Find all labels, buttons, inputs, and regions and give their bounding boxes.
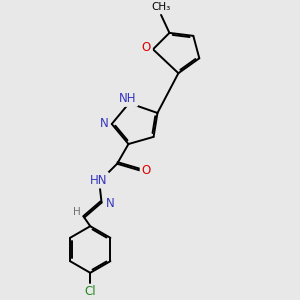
Text: NH: NH — [119, 92, 136, 105]
Text: N: N — [100, 117, 109, 130]
Text: Cl: Cl — [84, 285, 96, 298]
Text: H: H — [73, 207, 81, 217]
Text: O: O — [142, 164, 151, 177]
Text: HN: HN — [90, 174, 107, 187]
Text: CH₃: CH₃ — [152, 2, 171, 13]
Text: N: N — [106, 197, 114, 210]
Text: O: O — [142, 41, 151, 54]
